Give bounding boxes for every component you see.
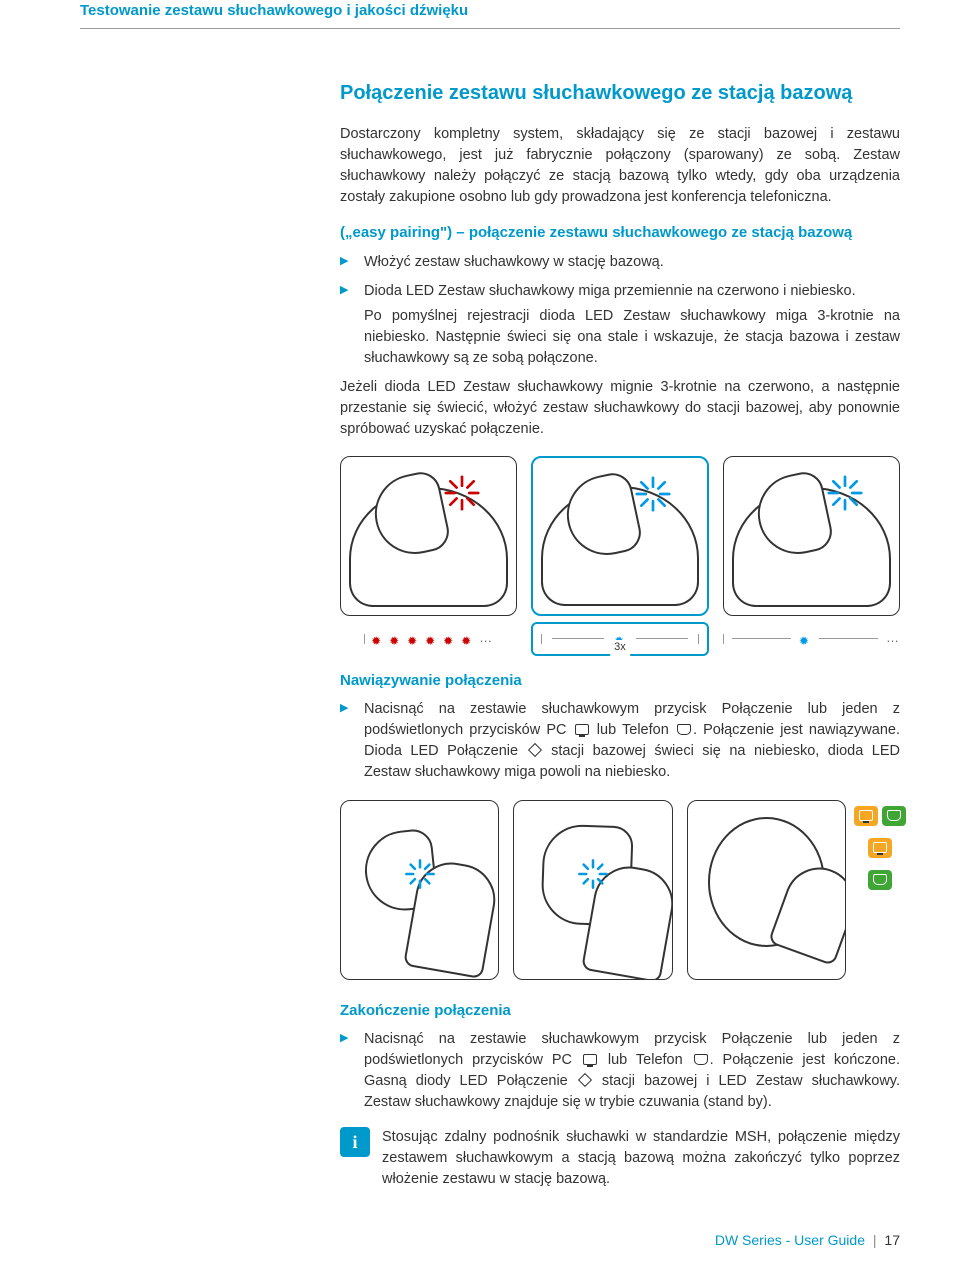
bullet-led-blink: Dioda LED Zestaw słuchawkowy miga przemi… (340, 281, 900, 369)
subheading-end-call: Zakończenie połączenia (340, 1000, 900, 1022)
heading-connect: Połączenie zestawu słuchawkowego ze stac… (340, 79, 900, 108)
press-burst-icon (403, 857, 437, 891)
figure-panel-blue-steady (723, 456, 900, 616)
bullet-end-call-text: Nacisnąć na zestawie słuchawkowym przyci… (364, 1031, 900, 1110)
diamond-icon (527, 743, 541, 757)
footer-doc-title: DW Series - User Guide (715, 1232, 865, 1248)
info-icon: i (340, 1127, 370, 1157)
bullet-end-call: Nacisnąć na zestawie słuchawkowym przyci… (340, 1029, 900, 1113)
figure-press-base (687, 800, 846, 980)
figure-panel-red (340, 456, 517, 616)
bullet-make-call-text: Nacisnąć na zestawie słuchawkowym przyci… (364, 701, 900, 780)
led-burst-red-icon (444, 475, 480, 511)
bullet-text: Włożyć zestaw słuchawkowy w stację bazow… (364, 254, 664, 270)
pairing-fail-note: Jeżeli dioda LED Zestaw słuchawkowy mign… (340, 377, 900, 440)
badge-pc-icon (868, 838, 892, 858)
led-3x-label: 3x (610, 640, 630, 656)
subheading-easy-pairing: („easy pairing") – połączenie zestawu sł… (340, 222, 900, 244)
info-text: Stosując zdalny podnośnik słuchawki w st… (382, 1127, 900, 1190)
pc-icon (575, 724, 589, 735)
led-strip-blue-3x: ✹ 3x (531, 622, 708, 656)
info-note: i Stosując zdalny podnośnik słuchawki w … (340, 1127, 900, 1190)
badge-pc-icon (854, 806, 878, 826)
press-burst-icon (576, 857, 610, 891)
led-burst-blue-icon (827, 475, 863, 511)
pc-icon (583, 1054, 597, 1065)
bullet-text-a: Dioda LED Zestaw słuchawkowy miga przemi… (364, 283, 856, 299)
led-strip-blue-steady: ✹ … (723, 622, 900, 656)
bullet-make-call: Nacisnąć na zestawie słuchawkowym przyci… (340, 699, 900, 783)
page-footer: DW Series - User Guide | 17 (80, 1230, 900, 1250)
footer-page-number: 17 (884, 1232, 900, 1248)
phone-icon (677, 724, 691, 735)
section-breadcrumb: Testowanie zestawu słuchawkowego i jakoś… (80, 0, 900, 28)
figure-press-button (340, 800, 900, 980)
bullet-insert-headset: Włożyć zestaw słuchawkowy w stację bazow… (340, 252, 900, 273)
page-header: Testowanie zestawu słuchawkowego i jakoś… (80, 0, 900, 29)
intro-paragraph: Dostarczony kompletny system, składający… (340, 124, 900, 208)
header-rule (80, 28, 900, 29)
subheading-make-call: Nawiązywanie połączenia (340, 670, 900, 692)
main-content: Połączenie zestawu słuchawkowego ze stac… (340, 79, 900, 1191)
diamond-icon (578, 1073, 592, 1087)
badge-phone-icon (882, 806, 906, 826)
bullet-text-b: Po pomyślnej rejestracji dioda LED Zesta… (364, 306, 900, 369)
figure-press-headset-1 (340, 800, 499, 980)
badge-column (860, 800, 900, 890)
figure-panel-blue-3x (531, 456, 708, 616)
phone-icon (694, 1054, 708, 1065)
badge-phone-icon (868, 870, 892, 890)
footer-separator: | (873, 1232, 877, 1248)
led-strip-red: ✹ ✹ ✹ ✹ ✹ ✹ … (340, 622, 517, 656)
figure-pairing-states: ✹ ✹ ✹ ✹ ✹ ✹ … (340, 456, 900, 656)
led-burst-blue-icon (635, 476, 671, 512)
figure-press-headset-2 (513, 800, 672, 980)
